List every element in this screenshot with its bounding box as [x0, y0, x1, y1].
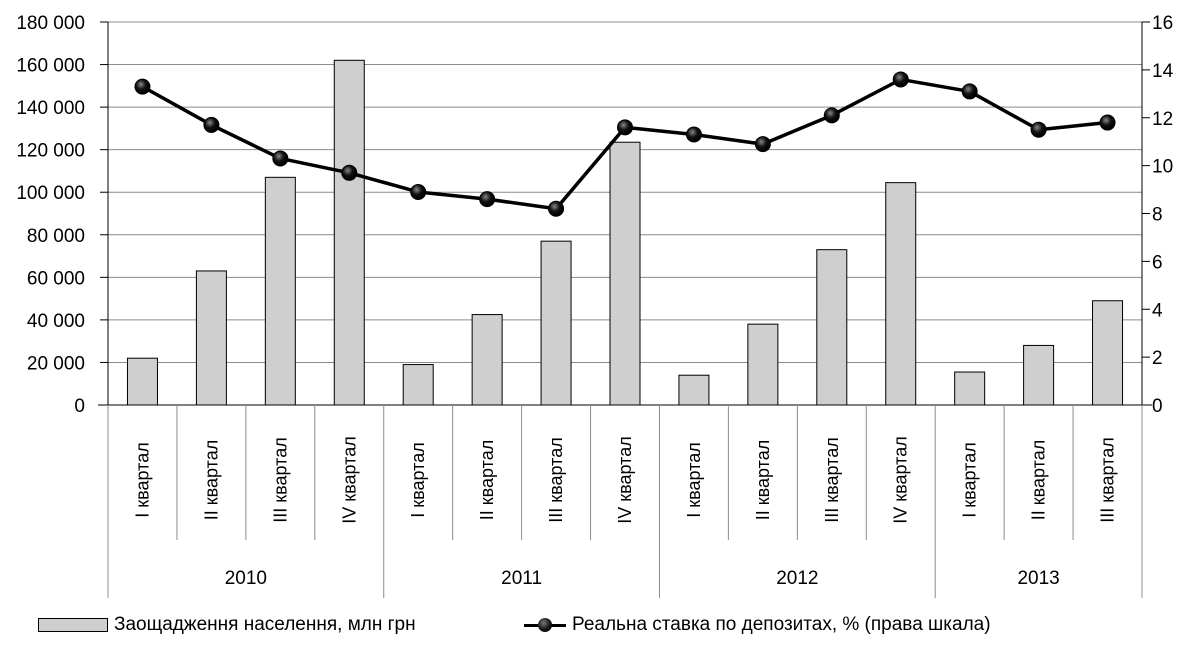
y-tick-label: 100 000: [16, 183, 85, 204]
category-label: III квартал: [1098, 437, 1118, 522]
category-label: IV квартал: [891, 436, 911, 523]
y2-tick-label: 10: [1152, 157, 1173, 178]
y2-tick-label: 0: [1152, 396, 1163, 417]
y-tick-label: 120 000: [16, 141, 85, 162]
rate-point: [134, 78, 151, 95]
rate-point: [203, 116, 220, 133]
y2-tick-label: 6: [1152, 252, 1163, 273]
bar: [333, 59, 365, 406]
chart: 0 20 000 40 000 60 000 80 000 100 000 120 000 1…: [16, 13, 1174, 598]
bar: [954, 371, 986, 406]
category-label: IV квартал: [615, 436, 635, 523]
bar: [264, 176, 296, 406]
category-label: III квартал: [822, 437, 842, 522]
bar: [195, 270, 227, 406]
legend-line-label: Реальна ставка по депозитах, % (права шк…: [572, 614, 991, 635]
legend-bar-swatch: [38, 618, 108, 632]
y2-tick-label: 14: [1152, 61, 1174, 82]
y-tick-label: 180 000: [16, 13, 85, 34]
legend-item-line: Реальна ставка по депозитах, % (права шк…: [524, 614, 991, 636]
y2-tick-label: 16: [1152, 13, 1173, 34]
y-tick-label: 40 000: [27, 311, 85, 332]
rate-point: [754, 136, 771, 153]
y-tick-label: 20 000: [27, 353, 85, 374]
legend-item-bars: Заощадження населення, млн грн: [38, 614, 416, 636]
bar: [1023, 344, 1055, 406]
category-label: III квартал: [270, 437, 290, 522]
rate-point: [1099, 114, 1116, 131]
y2-tick-label: 12: [1152, 109, 1173, 130]
bar: [816, 249, 848, 406]
bar: [126, 357, 158, 406]
y2-tick-label: 4: [1152, 300, 1163, 321]
legend-bars-label: Заощадження населення, млн грн: [114, 614, 416, 635]
rate-point: [892, 71, 909, 88]
legend-line-marker-icon: [524, 618, 566, 632]
category-label: II квартал: [477, 440, 497, 520]
category-label: I квартал: [132, 442, 152, 517]
bar: [885, 182, 917, 406]
bar: [540, 240, 572, 406]
bar: [678, 374, 710, 406]
year-label: 2011: [501, 568, 542, 589]
rate-point: [341, 164, 358, 181]
y2-tick-label: 8: [1152, 205, 1163, 226]
category-label: II квартал: [753, 440, 773, 520]
year-label: 2012: [776, 568, 818, 589]
category-label: III квартал: [546, 437, 566, 522]
rate-point: [479, 191, 496, 208]
category-label: II квартал: [201, 440, 221, 520]
legend: Заощадження населення, млн грн Реальна с…: [0, 614, 1198, 654]
rate-point: [617, 119, 633, 136]
bar: [402, 364, 434, 406]
category-label: I квартал: [684, 442, 704, 517]
y-tick-label: 160 000: [16, 56, 85, 77]
rate-point: [961, 83, 978, 100]
y2-tick-label: 2: [1152, 348, 1163, 369]
y-tick-label: 80 000: [27, 226, 85, 247]
bar: [1092, 300, 1124, 406]
category-label: IV квартал: [339, 436, 359, 523]
category-label: I квартал: [408, 442, 428, 517]
rate-point: [685, 126, 702, 143]
rate-point: [823, 107, 840, 124]
y-tick-label: 60 000: [27, 268, 85, 289]
bar: [609, 141, 641, 406]
year-label: 2010: [225, 568, 267, 589]
rate-point: [410, 183, 427, 200]
year-label: 2013: [1017, 568, 1059, 589]
bar: [747, 323, 779, 406]
rate-point: [548, 200, 565, 217]
category-label: II квартал: [1029, 440, 1049, 520]
bar: [471, 314, 503, 406]
y-tick-label: 140 000: [16, 98, 85, 119]
category-label: I квартал: [960, 442, 980, 517]
rate-point: [1030, 121, 1047, 138]
rate-point: [272, 150, 289, 167]
y-tick-label: 0: [74, 396, 85, 417]
